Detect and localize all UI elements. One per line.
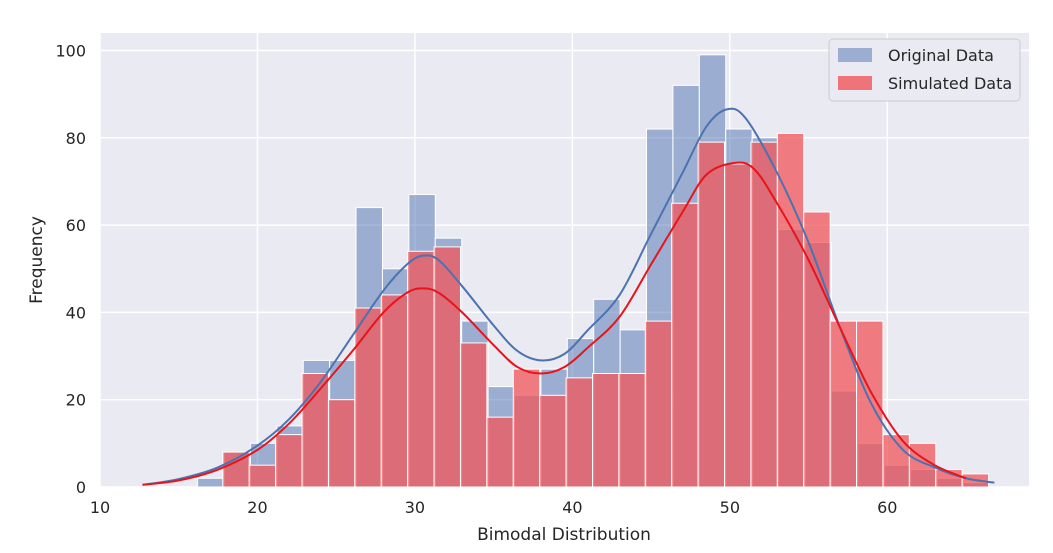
- bar-simulated: [803, 211, 831, 488]
- bar-simulated: [380, 294, 409, 488]
- legend-swatch-original: [838, 48, 872, 62]
- y-axis-ticks: 0 20 40 60 80 100: [55, 41, 86, 497]
- bar-simulated: [539, 394, 567, 488]
- legend: Original Data Simulated Data: [828, 38, 1021, 102]
- y-axis-label: Frequency: [27, 216, 47, 304]
- legend-label-original: Original Data: [888, 46, 994, 65]
- bar-simulated: [327, 399, 356, 488]
- x-axis-label: Bimodal Distribution: [477, 525, 651, 545]
- y-tick-label: 20: [66, 391, 86, 410]
- bar-simulated: [671, 202, 699, 488]
- bar-simulated: [433, 246, 461, 488]
- bar-original: [197, 477, 225, 488]
- bar-simulated: [618, 373, 646, 488]
- x-tick-label: 40: [562, 498, 582, 517]
- bar-simulated: [407, 250, 435, 488]
- y-tick-label: 0: [76, 478, 86, 497]
- y-tick-label: 60: [66, 216, 86, 235]
- kde-curves: [142, 107, 995, 486]
- x-tick-label: 20: [247, 498, 267, 517]
- bar-simulated: [829, 320, 858, 488]
- y-tick-label: 40: [66, 303, 86, 322]
- bar-simulated: [724, 163, 752, 488]
- bar-simulated: [248, 464, 277, 488]
- bar-simulated: [354, 307, 382, 488]
- bar-simulated: [591, 373, 620, 488]
- bar-simulated: [565, 377, 593, 488]
- legend-frame: [828, 38, 1021, 102]
- y-tick-label: 100: [55, 41, 86, 60]
- x-axis-ticks: 10 20 30 40 50 60: [90, 498, 898, 517]
- x-tick-label: 30: [405, 498, 425, 517]
- legend-label-simulated: Simulated Data: [888, 74, 1012, 93]
- bar-simulated: [275, 434, 303, 488]
- x-tick-label: 60: [877, 498, 897, 517]
- x-tick-label: 50: [720, 498, 740, 517]
- bar-simulated: [644, 320, 673, 488]
- y-tick-label: 80: [66, 129, 86, 148]
- kde-line-simulated: [142, 161, 967, 486]
- bar-simulated: [776, 132, 805, 488]
- x-tick-label: 10: [90, 498, 110, 517]
- bar-simulated: [459, 342, 488, 488]
- bar-simulated: [486, 416, 514, 488]
- legend-swatch-simulated: [838, 76, 872, 90]
- bar-simulated: [697, 141, 726, 488]
- bar-simulated: [856, 320, 884, 488]
- bar-simulated: [750, 141, 778, 488]
- bar-simulated: [512, 368, 541, 488]
